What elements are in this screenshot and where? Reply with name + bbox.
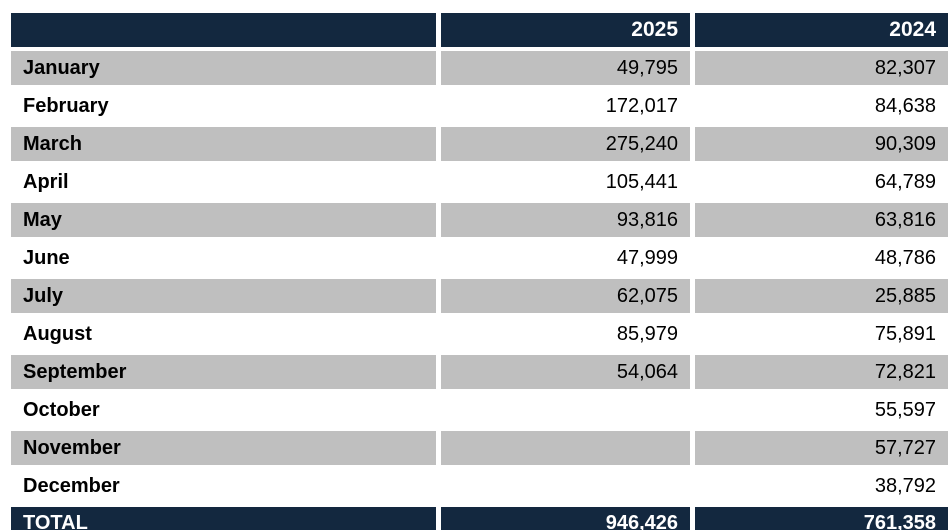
value-2025: 85,979 <box>441 317 690 351</box>
table-row-may: May 93,816 63,816 <box>11 203 948 237</box>
month-label: September <box>11 355 436 389</box>
month-label: May <box>11 203 436 237</box>
table-row-july: July 62,075 25,885 <box>11 279 948 313</box>
month-label: July <box>11 279 436 313</box>
table-row-october: October 55,597 <box>11 393 948 427</box>
header-month-cell <box>11 13 436 47</box>
value-2024: 55,597 <box>695 393 948 427</box>
value-2025: 49,795 <box>441 51 690 85</box>
value-2025: 62,075 <box>441 279 690 313</box>
table-row-september: September 54,064 72,821 <box>11 355 948 389</box>
value-2024: 82,307 <box>695 51 948 85</box>
total-row: TOTAL 946,426 761,358 <box>11 507 948 530</box>
month-label: January <box>11 51 436 85</box>
header-row: 2025 2024 <box>11 13 948 47</box>
month-label: August <box>11 317 436 351</box>
value-2024: 57,727 <box>695 431 948 465</box>
table-row-april: April 105,441 64,789 <box>11 165 948 199</box>
month-label: April <box>11 165 436 199</box>
table-row-december: December 38,792 <box>11 469 948 503</box>
value-2025: 172,017 <box>441 89 690 123</box>
month-label: December <box>11 469 436 503</box>
monthly-comparison-table: 2025 2024 January 49,795 82,307 February… <box>6 9 952 530</box>
month-label: March <box>11 127 436 161</box>
month-label: February <box>11 89 436 123</box>
value-2024: 72,821 <box>695 355 948 389</box>
value-2024: 48,786 <box>695 241 948 275</box>
total-label: TOTAL <box>11 507 436 530</box>
month-label: October <box>11 393 436 427</box>
total-2025: 946,426 <box>441 507 690 530</box>
month-label: November <box>11 431 436 465</box>
value-2025: 93,816 <box>441 203 690 237</box>
table-row-january: January 49,795 82,307 <box>11 51 948 85</box>
value-2024: 38,792 <box>695 469 948 503</box>
value-2024: 75,891 <box>695 317 948 351</box>
value-2024: 64,789 <box>695 165 948 199</box>
header-2024-cell: 2024 <box>695 13 948 47</box>
table-row-march: March 275,240 90,309 <box>11 127 948 161</box>
value-2025: 275,240 <box>441 127 690 161</box>
value-2024: 25,885 <box>695 279 948 313</box>
value-2024: 90,309 <box>695 127 948 161</box>
month-label: June <box>11 241 436 275</box>
value-2025: 47,999 <box>441 241 690 275</box>
table-row-february: February 172,017 84,638 <box>11 89 948 123</box>
value-2025 <box>441 393 690 427</box>
header-2025-cell: 2025 <box>441 13 690 47</box>
value-2025: 54,064 <box>441 355 690 389</box>
total-2024: 761,358 <box>695 507 948 530</box>
table-row-august: August 85,979 75,891 <box>11 317 948 351</box>
table-row-november: November 57,727 <box>11 431 948 465</box>
value-2025: 105,441 <box>441 165 690 199</box>
value-2024: 63,816 <box>695 203 948 237</box>
table-row-june: June 47,999 48,786 <box>11 241 948 275</box>
value-2025 <box>441 469 690 503</box>
value-2025 <box>441 431 690 465</box>
value-2024: 84,638 <box>695 89 948 123</box>
